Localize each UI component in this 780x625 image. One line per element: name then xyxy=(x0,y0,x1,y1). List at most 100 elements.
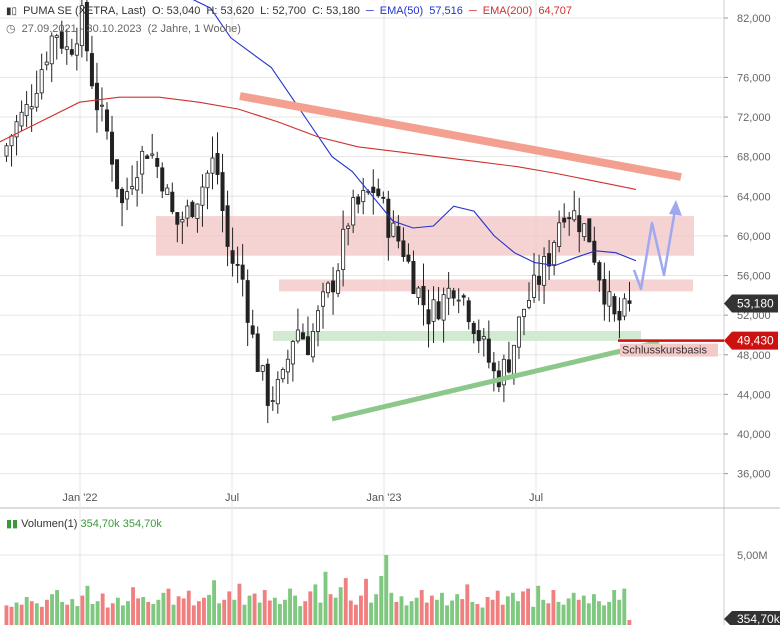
x-tick-label: Jul xyxy=(225,492,239,504)
candle-up xyxy=(351,197,356,226)
candle-down xyxy=(115,159,120,190)
candle-up xyxy=(29,106,34,110)
candle-up xyxy=(270,400,275,402)
candle-down xyxy=(265,363,270,406)
candle-down xyxy=(602,279,607,305)
instrument-title: PUMA SE (XETRA, Last) xyxy=(23,5,146,17)
candle-up xyxy=(416,287,421,298)
candle-down xyxy=(426,309,431,325)
volume-bar xyxy=(161,592,166,625)
volume-bar xyxy=(70,599,75,625)
volume-bar xyxy=(576,599,581,625)
candle-down xyxy=(617,310,622,321)
high-value: H: 53,620 xyxy=(206,5,255,17)
ema200-line xyxy=(0,96,637,190)
volume-bar xyxy=(460,599,465,625)
candle-up xyxy=(99,104,104,107)
volume-bars-icon: ▮▮ xyxy=(6,518,19,530)
candle-up xyxy=(607,291,612,307)
volume-bar xyxy=(176,596,181,625)
volume-bar xyxy=(379,576,384,625)
candle-up xyxy=(516,316,521,348)
candle-up xyxy=(295,329,300,342)
volume-bar xyxy=(298,606,303,625)
candle-down xyxy=(120,188,125,204)
candle-down xyxy=(421,285,426,306)
volume-bar xyxy=(617,599,622,625)
candle-up xyxy=(140,150,145,175)
volume-bar xyxy=(374,594,379,625)
volume-bar xyxy=(409,601,414,625)
candle-up xyxy=(310,331,315,358)
volume-bar xyxy=(348,600,353,625)
candle-down xyxy=(612,296,617,315)
period-label: (2 Jahre, 1 Woche) xyxy=(147,23,241,35)
volume-bar xyxy=(156,599,161,625)
volume-bar xyxy=(475,604,480,625)
volume-bar xyxy=(191,605,196,625)
support-trendline xyxy=(331,339,660,422)
volume-bar xyxy=(343,578,348,625)
ema200-marker-icon: ─ xyxy=(468,5,477,17)
candle-down xyxy=(577,215,582,233)
time-axis: Jan '22 Jul Jan '23 Jul xyxy=(62,492,543,504)
y-tick-label: 68,000 xyxy=(737,152,771,164)
candle-down xyxy=(69,49,74,55)
candle-down xyxy=(506,359,511,373)
volume-bar xyxy=(288,588,292,625)
candle-up xyxy=(441,294,446,321)
candle-down xyxy=(331,280,336,293)
volume-bar xyxy=(333,597,338,625)
candle-down xyxy=(104,109,109,132)
candle-up xyxy=(431,299,436,322)
volume-bar xyxy=(60,601,65,625)
volume-bar xyxy=(369,602,374,625)
y-tick-label: 76,000 xyxy=(737,72,771,84)
volume-bar xyxy=(450,600,455,625)
candle-down xyxy=(175,212,180,225)
ema50-value: 57,516 xyxy=(429,5,463,17)
ema50-line xyxy=(192,0,637,267)
volume-bar xyxy=(505,596,510,625)
volume-bar xyxy=(257,602,262,625)
close-value: C: 53,180 xyxy=(312,5,360,17)
volume-bar xyxy=(196,601,201,625)
volume-bar xyxy=(328,594,333,625)
candle-up xyxy=(54,35,59,38)
candle-down xyxy=(406,254,411,262)
volume-bar xyxy=(146,601,151,625)
y-tick-label: 56,000 xyxy=(737,271,771,283)
candle-down xyxy=(562,217,567,223)
volume-bar xyxy=(308,591,313,625)
candle-up xyxy=(39,69,44,94)
candle-down xyxy=(547,253,552,267)
date-range: 27.09.2021 - 30.10.2023 xyxy=(21,23,142,35)
volume-bar xyxy=(237,583,242,625)
candle-up xyxy=(125,191,130,200)
candle-down xyxy=(160,167,165,192)
candle-down xyxy=(190,201,195,217)
support-zone xyxy=(273,330,641,341)
candle-up xyxy=(200,186,205,206)
candle-up xyxy=(501,358,506,386)
volume-bar xyxy=(222,599,227,625)
candle-down xyxy=(476,330,481,342)
candle-down xyxy=(300,332,305,340)
volume-bar xyxy=(536,585,541,625)
volume-bar xyxy=(202,597,206,625)
candle-up xyxy=(14,121,19,138)
volume-bar xyxy=(404,605,409,625)
candle-down xyxy=(225,205,230,247)
volume-bar xyxy=(252,593,257,625)
volume-bar xyxy=(45,599,49,625)
volume-bar xyxy=(470,601,475,625)
last-price-badge xyxy=(724,294,778,313)
candle-up xyxy=(326,282,331,294)
volume-bar xyxy=(166,588,171,625)
volume-bar xyxy=(364,578,368,625)
candle-down xyxy=(486,338,491,363)
volume-bar xyxy=(90,604,95,625)
x-tick-label: Jul xyxy=(529,492,543,504)
volume-bar xyxy=(561,604,566,625)
